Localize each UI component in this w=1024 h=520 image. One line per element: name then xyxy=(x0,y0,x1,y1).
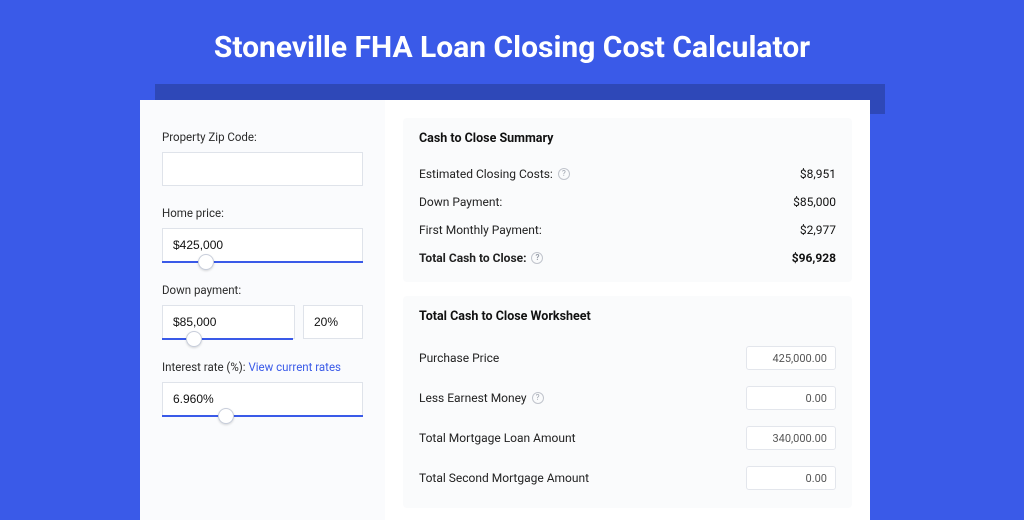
down-payment-field: Down payment: xyxy=(162,283,363,340)
worksheet-row: Total Second Mortgage Amount 0.00 xyxy=(419,458,836,498)
summary-row-value: $8,951 xyxy=(800,167,836,181)
worksheet-row-value[interactable]: 340,000.00 xyxy=(746,426,836,450)
zip-label: Property Zip Code: xyxy=(162,130,363,144)
results-column: Cash to Close Summary Estimated Closing … xyxy=(385,100,870,520)
worksheet-row-value[interactable]: 0.00 xyxy=(746,466,836,490)
summary-rows: Estimated Closing Costs:? $8,951 Down Paym… xyxy=(419,160,836,272)
worksheet-row-label: Less Earnest Money? xyxy=(419,391,544,405)
home-price-label: Home price: xyxy=(162,206,363,220)
worksheet-card: Total Cash to Close Worksheet Purchase P… xyxy=(403,296,852,508)
interest-rate-slider-thumb[interactable] xyxy=(218,408,234,424)
summary-row-label: First Monthly Payment: xyxy=(419,223,542,237)
calculator-panel: Property Zip Code: Home price: Down paym… xyxy=(140,100,870,520)
home-price-input[interactable] xyxy=(162,228,363,262)
summary-title: Cash to Close Summary xyxy=(419,131,836,146)
summary-row-label-text: Estimated Closing Costs: xyxy=(419,167,553,181)
help-icon[interactable]: ? xyxy=(531,252,543,264)
down-payment-slider[interactable] xyxy=(162,338,293,340)
worksheet-row: Less Earnest Money? 0.00 xyxy=(419,378,836,418)
summary-row-value: $96,928 xyxy=(792,251,836,265)
zip-field: Property Zip Code: xyxy=(162,130,363,186)
home-price-slider[interactable] xyxy=(162,261,363,263)
interest-rate-label: Interest rate (%): View current rates xyxy=(162,360,363,374)
worksheet-row-label: Total Mortgage Loan Amount xyxy=(419,431,576,445)
interest-rate-field: Interest rate (%): View current rates xyxy=(162,360,363,417)
down-payment-label: Down payment: xyxy=(162,283,363,297)
cash-to-close-summary-card: Cash to Close Summary Estimated Closing … xyxy=(403,118,852,282)
help-icon[interactable]: ? xyxy=(532,392,544,404)
inputs-column: Property Zip Code: Home price: Down paym… xyxy=(140,100,385,520)
worksheet-row-label-text: Purchase Price xyxy=(419,351,499,365)
summary-row-label: Down Payment: xyxy=(419,195,502,209)
summary-row: Total Cash to Close:? $96,928 xyxy=(419,244,836,272)
down-payment-slider-thumb[interactable] xyxy=(186,331,202,347)
summary-row: First Monthly Payment: $2,977 xyxy=(419,216,836,244)
summary-row-value: $85,000 xyxy=(793,195,836,209)
summary-row-label: Estimated Closing Costs:? xyxy=(419,167,570,181)
interest-rate-slider[interactable] xyxy=(162,415,363,417)
interest-rate-label-text: Interest rate (%): xyxy=(162,360,246,374)
worksheet-row: Total Mortgage Loan Amount 340,000.00 xyxy=(419,418,836,458)
summary-row-label-text: First Monthly Payment: xyxy=(419,223,542,237)
summary-row-label-text: Total Cash to Close: xyxy=(419,251,526,265)
down-payment-input[interactable] xyxy=(162,305,295,339)
home-price-slider-thumb[interactable] xyxy=(198,254,214,270)
worksheet-title: Total Cash to Close Worksheet xyxy=(419,309,836,324)
summary-row-label-text: Down Payment: xyxy=(419,195,502,209)
interest-rate-input[interactable] xyxy=(162,382,363,416)
summary-row: Estimated Closing Costs:? $8,951 xyxy=(419,160,836,188)
summary-row-label: Total Cash to Close:? xyxy=(419,251,543,265)
home-price-field: Home price: xyxy=(162,206,363,263)
down-payment-pct-input[interactable] xyxy=(303,305,363,339)
worksheet-row-label-text: Total Mortgage Loan Amount xyxy=(419,431,576,445)
view-current-rates-link[interactable]: View current rates xyxy=(248,360,341,374)
page-title: Stoneville FHA Loan Closing Cost Calcula… xyxy=(0,0,1024,87)
worksheet-row-label: Purchase Price xyxy=(419,351,499,365)
help-icon[interactable]: ? xyxy=(558,168,570,180)
worksheet-row: Purchase Price 425,000.00 xyxy=(419,338,836,378)
worksheet-row-label-text: Total Second Mortgage Amount xyxy=(419,471,589,485)
worksheet-row-label-text: Less Earnest Money xyxy=(419,391,527,405)
summary-row: Down Payment: $85,000 xyxy=(419,188,836,216)
worksheet-row-value[interactable]: 425,000.00 xyxy=(746,346,836,370)
worksheet-row-label: Total Second Mortgage Amount xyxy=(419,471,589,485)
worksheet-row-value[interactable]: 0.00 xyxy=(746,386,836,410)
zip-input[interactable] xyxy=(162,152,363,186)
worksheet-rows: Purchase Price 425,000.00 Less Earnest Mon… xyxy=(419,338,836,498)
summary-row-value: $2,977 xyxy=(800,223,836,237)
